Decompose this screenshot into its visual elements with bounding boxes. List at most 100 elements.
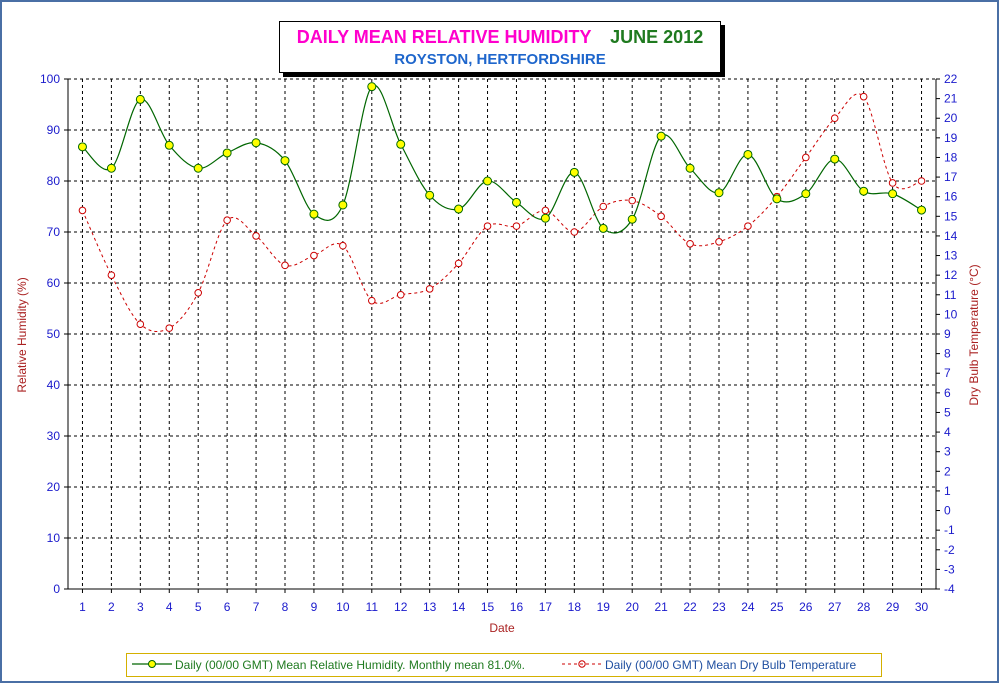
- y-tick-label-left: 30: [47, 429, 61, 443]
- data-point-dry-bulb: [107, 271, 116, 279]
- x-tick-label: 19: [597, 600, 611, 614]
- y-tick-label-right: 10: [944, 307, 958, 321]
- data-point-humidity: [656, 131, 666, 141]
- y-tick-label-right: 18: [944, 150, 958, 164]
- data-point-humidity: [830, 154, 840, 164]
- data-point-dry-bulb: [425, 285, 434, 293]
- data-point-humidity: [627, 214, 637, 224]
- data-point-dry-bulb: [396, 290, 405, 299]
- y-axis-title-left: Relative Humidity (%): [15, 277, 29, 392]
- y-tick-label-right: 13: [944, 249, 958, 263]
- data-point-humidity: [338, 200, 348, 210]
- x-tick-label: 11: [366, 600, 379, 614]
- data-point-humidity: [280, 156, 290, 166]
- data-point-dry-bulb: [368, 296, 376, 305]
- x-tick-label: 29: [886, 600, 900, 614]
- legend-label-rh: Daily (00/00 GMT) Mean Relative Humidity…: [175, 658, 525, 672]
- y-tick-label-left: 40: [47, 378, 61, 392]
- x-tick-label: 16: [510, 600, 524, 614]
- data-point-humidity: [685, 163, 695, 173]
- x-tick-label: 28: [857, 600, 871, 614]
- data-point-humidity: [106, 163, 116, 173]
- data-point-humidity: [164, 140, 174, 150]
- y-tick-label-right: 2: [944, 464, 951, 478]
- data-point-humidity: [135, 94, 145, 104]
- legend-swatch-db: [562, 660, 602, 668]
- data-point-dry-bulb: [310, 251, 318, 260]
- data-point-dry-bulb: [252, 232, 260, 240]
- data-point-dry-bulb: [483, 222, 492, 230]
- y-tick-label-right: 8: [944, 347, 951, 361]
- data-point-dry-bulb: [570, 228, 579, 236]
- x-tick-label: 12: [394, 600, 408, 614]
- y-tick-label-right: 0: [944, 504, 951, 518]
- y-tick-label-left: 10: [47, 531, 61, 545]
- x-tick-label: 14: [452, 600, 466, 614]
- y-tick-label-right: 22: [944, 72, 958, 86]
- y-tick-label-right: 9: [944, 327, 951, 341]
- data-point-dry-bulb: [223, 216, 231, 225]
- y-tick-label-left: 70: [47, 225, 61, 239]
- x-tick-label: 21: [654, 600, 668, 614]
- data-point-humidity: [193, 163, 203, 173]
- y-tick-label-right: 16: [944, 190, 958, 204]
- y-tick-label-right: 19: [944, 131, 958, 145]
- data-point-humidity: [859, 186, 869, 196]
- y-tick-label-right: 3: [944, 445, 951, 459]
- data-point-dry-bulb: [541, 206, 550, 215]
- legend-label-db: Daily (00/00 GMT) Mean Dry Bulb Temperat…: [605, 658, 857, 672]
- chart-title-month: JUNE 2012: [610, 27, 704, 47]
- y-tick-label-right: -1: [944, 523, 955, 537]
- data-point-humidity: [714, 188, 724, 198]
- y-tick-label-right: 14: [944, 229, 958, 243]
- y-tick-label-right: 5: [944, 405, 951, 419]
- data-series: [77, 82, 927, 332]
- data-point-dry-bulb: [802, 153, 810, 162]
- data-point-humidity: [917, 205, 927, 215]
- x-tick-label: 26: [799, 600, 813, 614]
- x-tick-label: 13: [423, 600, 437, 614]
- data-point-humidity: [801, 189, 811, 199]
- y-tick-label-right: 7: [944, 366, 951, 380]
- y-tick-label-left: 80: [47, 174, 61, 188]
- data-point-dry-bulb: [888, 179, 897, 187]
- data-point-dry-bulb: [917, 177, 926, 185]
- y-tick-label-left: 0: [53, 582, 60, 596]
- y-tick-label-right: 20: [944, 111, 958, 125]
- data-point-dry-bulb: [830, 114, 839, 123]
- x-axis-title: Date: [489, 621, 515, 635]
- y-tick-label-right: -2: [944, 543, 955, 557]
- x-tick-label: 8: [282, 600, 289, 614]
- data-point-humidity: [743, 149, 753, 159]
- data-point-humidity: [367, 82, 377, 92]
- data-point-dry-bulb: [628, 196, 637, 205]
- data-point-dry-bulb: [339, 241, 347, 250]
- y-axis-title-right: Dry Bulb Temperature (°C): [967, 264, 981, 405]
- x-tick-label: 24: [741, 600, 755, 614]
- y-tick-label-right: 12: [944, 268, 958, 282]
- data-point-humidity: [569, 167, 579, 177]
- tick-labels: 0102030405060708090100-4-3-2-10123456789…: [40, 72, 958, 614]
- x-tick-label: 7: [253, 600, 260, 614]
- data-point-humidity: [598, 223, 608, 233]
- y-tick-label-left: 100: [40, 72, 60, 86]
- x-tick-label: 30: [915, 600, 929, 614]
- y-tick-label-right: 21: [944, 92, 958, 106]
- y-tick-label-right: 4: [944, 425, 951, 439]
- data-point-humidity: [222, 148, 232, 158]
- x-tick-label: 10: [336, 600, 350, 614]
- chart-subtitle: ROYSTON, HERTFORDSHIRE: [394, 51, 606, 68]
- x-tick-label: 18: [568, 600, 582, 614]
- data-point-humidity: [888, 189, 898, 199]
- x-tick-label: 27: [828, 600, 842, 614]
- data-point-dry-bulb: [78, 206, 87, 215]
- data-point-dry-bulb: [454, 259, 463, 268]
- x-tick-label: 17: [539, 600, 553, 614]
- x-tick-label: 2: [108, 600, 115, 614]
- data-point-dry-bulb: [194, 289, 202, 297]
- data-point-dry-bulb: [657, 212, 665, 221]
- y-tick-label-right: 1: [944, 484, 951, 498]
- data-point-humidity: [511, 197, 521, 207]
- data-point-humidity: [309, 209, 319, 219]
